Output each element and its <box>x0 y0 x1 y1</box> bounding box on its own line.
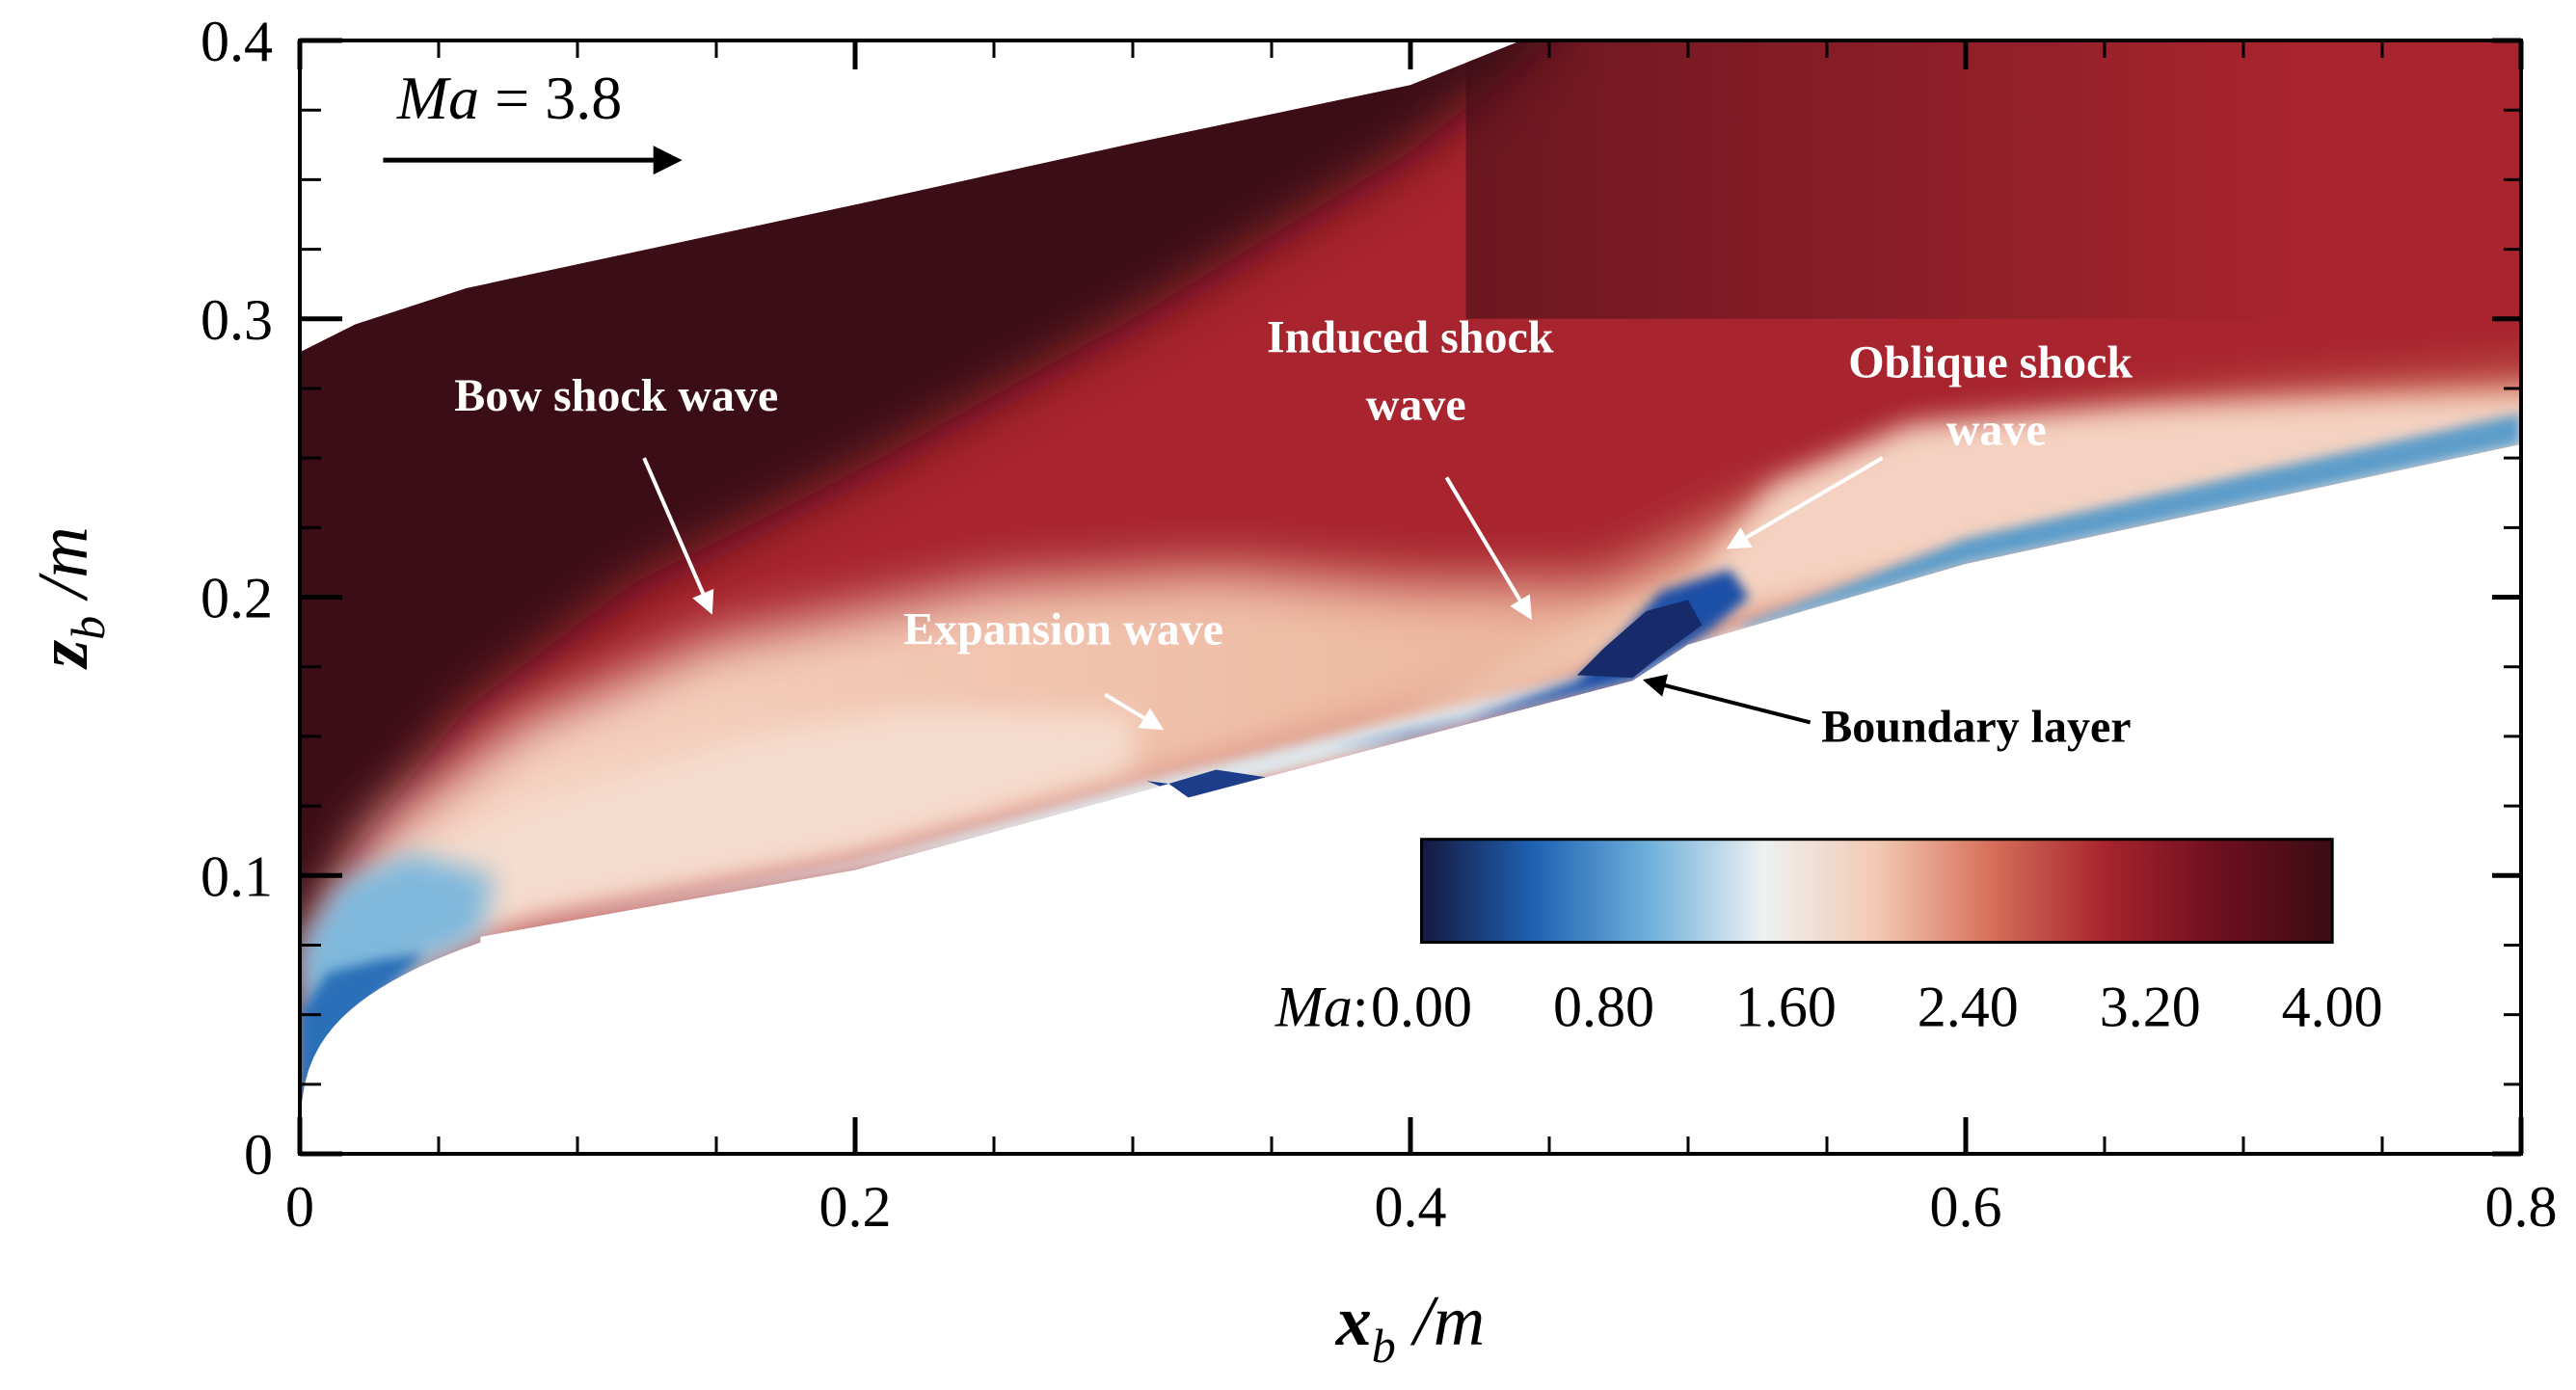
annotation-arrow <box>642 457 714 615</box>
freestream-variable: Ma <box>396 64 479 132</box>
nose-subsonic-region <box>300 853 495 1154</box>
colorbar-tick-labels: 0.00 0.80 1.60 2.40 3.20 4.00 <box>1371 976 2383 1039</box>
annotation-text: Expansion wave <box>903 604 1223 655</box>
colorbar-tick-label: 0.00 <box>1371 976 1472 1039</box>
annotation-boundary-layer: Boundary layer <box>1642 674 2132 753</box>
colorbar-label: Ma: <box>1275 976 1369 1039</box>
x-axis-subscript: b <box>1372 1319 1396 1373</box>
x-tick-label: 0.4 <box>1375 1175 1447 1239</box>
annotation-arrow <box>1444 476 1532 621</box>
annotation-line: Oblique shock <box>1848 336 2133 388</box>
y-tick-label: 0 <box>244 1123 273 1187</box>
y-tick-label: 0.2 <box>201 567 273 630</box>
upper-right-shading <box>1465 40 2299 319</box>
colorbar-tick-label: 0.80 <box>1553 976 1654 1039</box>
separation-core <box>1576 600 1703 679</box>
colorbar-tick-label: 1.60 <box>1735 976 1837 1039</box>
y-axis-title: zb /m <box>24 526 115 670</box>
freestream-mach-label: Ma = 3.8 <box>396 64 622 132</box>
annotation-arrow <box>1104 692 1165 731</box>
axes: 0 0.2 0.4 0.6 0.800.10.20.30.4 <box>201 10 2558 1239</box>
x-tick-label: 0.2 <box>819 1175 892 1239</box>
x-axis-variable: x <box>1335 1282 1372 1361</box>
annotation-line: Induced shock <box>1267 311 1554 362</box>
annotation-bow-shock-wave: Bow shock wave <box>454 370 778 615</box>
annotation-oblique-shock-wave: Oblique shock wave <box>1726 336 2144 549</box>
annotation-text: Oblique shock wave <box>1848 336 2144 455</box>
y-axis-subscript: b <box>61 616 115 640</box>
y-axis-unit: /m <box>24 526 103 616</box>
colorbar-tick-label: 4.00 <box>2282 976 2383 1039</box>
colorbar-label-suffix: : <box>1353 976 1369 1039</box>
annotation-text: Boundary layer <box>1821 702 2131 753</box>
freestream-value: = 3.8 <box>479 64 622 132</box>
annotation-line: wave <box>1946 404 2047 455</box>
x-axis-unit: /m <box>1396 1282 1486 1361</box>
annotation-induced-shock-wave: Induced shock wave <box>1267 311 1565 621</box>
y-tick-label: 0.3 <box>201 288 273 352</box>
x-tick-label: 0.6 <box>1930 1175 2002 1239</box>
annotation-arrow <box>1726 456 1884 549</box>
y-axis-variable: z <box>24 640 103 671</box>
colorbar-bar <box>1420 838 2334 945</box>
annotation-text: Induced shock wave <box>1267 311 1565 430</box>
colorbar-tick-label: 2.40 <box>1918 976 2019 1039</box>
x-tick-label: 0 <box>285 1175 314 1239</box>
y-tick-label: 0.4 <box>201 10 273 73</box>
annotation-line: wave <box>1366 379 1466 430</box>
x-axis-title: xb /m <box>1335 1282 1486 1373</box>
colorbar: Ma: 0.00 0.80 1.60 2.40 3.20 4.00 <box>1275 838 2383 1039</box>
annotations: Bow shock wave Induced shock wave Obliqu… <box>454 311 2144 753</box>
colorbar-variable: Ma <box>1275 976 1353 1039</box>
x-tick-label: 0.8 <box>2485 1175 2558 1239</box>
annotation-text: Bow shock wave <box>454 370 778 421</box>
colorbar-tick-label: 3.20 <box>2100 976 2201 1039</box>
annotation-arrow <box>1642 674 1811 725</box>
y-tick-label: 0.1 <box>201 844 273 908</box>
leading-edge-shock <box>300 708 1133 981</box>
annotation-expansion-wave: Expansion wave <box>903 604 1223 731</box>
freestream-indicator: Ma = 3.8 <box>383 64 683 175</box>
aft-wall-boundary-layer <box>1743 413 2521 631</box>
nose-low-mach-core <box>300 953 425 1154</box>
